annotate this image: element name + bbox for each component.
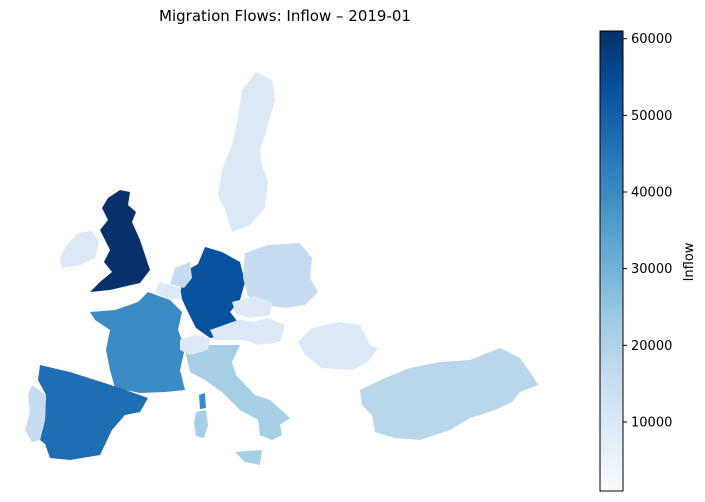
- region-belgium[interactable]: [155, 282, 182, 300]
- region-turkey[interactable]: [360, 348, 538, 440]
- region-united-kingdom[interactable]: [90, 190, 150, 292]
- region-italy[interactable]: [185, 345, 290, 440]
- region-corsica[interactable]: [199, 393, 206, 409]
- region-italy-sardinia[interactable]: [194, 410, 208, 438]
- region-italy-sicily[interactable]: [235, 450, 262, 465]
- colorbar-ticks: 10000 20000 30000 40000 50000 60000: [623, 32, 672, 431]
- map-title: Migration Flows: Inflow – 2019-01: [159, 7, 411, 25]
- colorbar-fill: [599, 30, 624, 492]
- colorbar: 10000 20000 30000 40000 50000 60000 Inflow: [599, 30, 697, 492]
- colorbar-tick-label: 20000: [631, 339, 672, 354]
- region-netherlands[interactable]: [170, 262, 192, 288]
- colorbar-label: Inflow: [682, 242, 697, 281]
- region-france[interactable]: [90, 292, 185, 393]
- colorbar-tick-label: 40000: [631, 186, 672, 201]
- region-ireland[interactable]: [60, 231, 99, 268]
- colorbar-tick-label: 50000: [631, 109, 672, 124]
- region-germany[interactable]: [180, 247, 245, 338]
- region-sweden[interactable]: [218, 72, 275, 232]
- colorbar-tick-label: 10000: [631, 416, 672, 431]
- colorbar-tick-label: 30000: [631, 262, 672, 277]
- region-portugal[interactable]: [25, 385, 46, 442]
- region-switzerland[interactable]: [180, 335, 210, 355]
- region-romania[interactable]: [298, 322, 378, 370]
- region-czechia[interactable]: [232, 296, 272, 318]
- region-spain[interactable]: [38, 365, 148, 460]
- region-hungary[interactable]: [242, 318, 285, 345]
- colorbar-tick-label: 60000: [631, 32, 672, 47]
- region-poland[interactable]: [243, 243, 318, 308]
